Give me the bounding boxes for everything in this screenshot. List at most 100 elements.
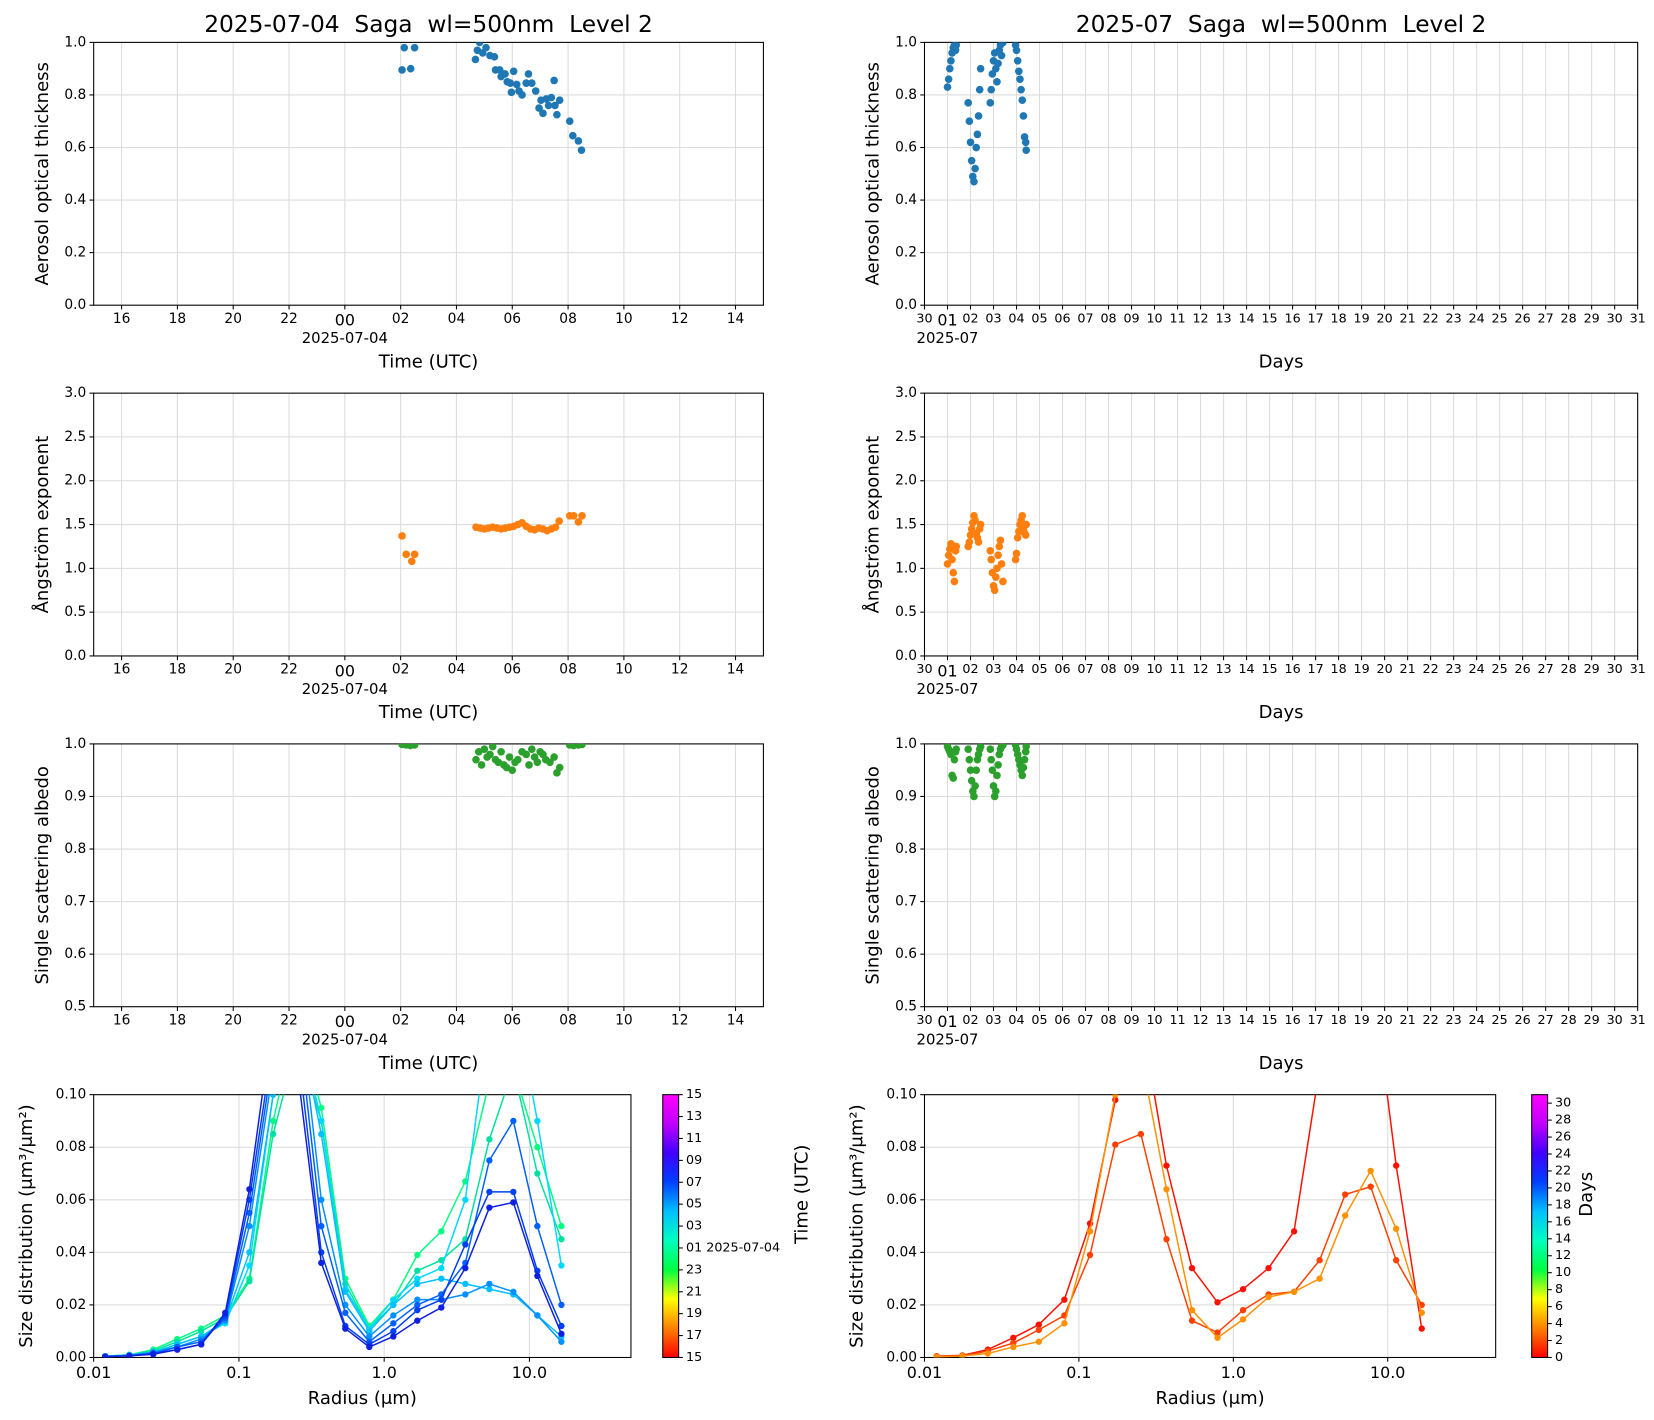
series-point (933, 1353, 940, 1358)
series-point (1418, 1309, 1425, 1316)
series-point (486, 1013, 492, 1019)
x-tick-label: 16 (113, 311, 131, 327)
y-tick-label: 0.6 (895, 946, 917, 962)
data-point (972, 143, 981, 152)
series-point (1188, 1264, 1196, 1272)
y-tick-label: 2.0 (895, 473, 917, 489)
x-tick-label: 04 (1008, 1012, 1024, 1027)
data-point (477, 761, 486, 769)
series-point (246, 1186, 253, 1193)
data-point (524, 70, 533, 78)
series-point (1035, 1338, 1042, 1345)
data-point (991, 573, 1000, 581)
x-tick-label: 12 (671, 1012, 689, 1028)
x-tick-label: 13 (1215, 661, 1231, 676)
series-point (558, 1301, 565, 1309)
data-point (509, 67, 518, 76)
y-axis-label: Aerosol optical thickness (863, 62, 884, 285)
x-tick-label: 14 (1238, 1012, 1254, 1027)
series-point (1392, 1225, 1400, 1232)
y-tick-label: 0.00 (886, 1349, 917, 1365)
y-tick-label: 0.06 (56, 1192, 87, 1208)
panel: 0.0 0.5 1.0 1.5 2.0 2.5 3.0 30 01 02 03 04 05 06 07 08 0… (862, 385, 1646, 723)
series-point (510, 1065, 516, 1071)
data-point (988, 766, 997, 775)
data-point (550, 76, 558, 85)
series-point (1086, 1228, 1094, 1235)
x-tick-label: 08 (1100, 310, 1116, 325)
series-point (1061, 1296, 1068, 1303)
data-point (987, 555, 996, 564)
data-point (546, 758, 554, 767)
x-tick-label: 01 (937, 1012, 957, 1031)
y-axis-label: Size distribution (μm³/μm²) (16, 1104, 37, 1347)
series-point (414, 1280, 421, 1288)
x-tick-label: 24 (1469, 661, 1485, 676)
x-tick-label: 13 (1215, 310, 1231, 325)
data-point (1012, 549, 1021, 558)
x-tick-label: 24 (1469, 1012, 1485, 1027)
series-point (1163, 1186, 1170, 1193)
x-tick-label: 04 (1008, 310, 1024, 325)
colorbar-tick-label: 17 (686, 1327, 702, 1342)
data-point (506, 79, 515, 87)
data-point (544, 101, 553, 110)
series-point (414, 1251, 421, 1259)
colorbar-tick-label: 4 (1555, 1315, 1563, 1330)
data-point (407, 557, 416, 566)
series-point (1188, 1317, 1196, 1324)
x-tick-label: 16 (113, 662, 131, 678)
series-point (318, 1104, 325, 1111)
data-point (964, 99, 973, 107)
x-tick-label: 04 (448, 311, 466, 327)
series-point (1010, 1343, 1017, 1351)
data-point (569, 511, 578, 520)
x-tick-label: 10.0 (512, 1363, 547, 1382)
y-tick-label: 0.10 (886, 1087, 917, 1103)
series-point (390, 1301, 397, 1309)
colorbar-tick-label: 23 (686, 1261, 702, 1276)
x-tick-label: 04 (448, 1012, 466, 1028)
data-point (550, 753, 558, 761)
data-point (997, 51, 1006, 60)
x-date-label: 2025-07 (917, 330, 979, 347)
data-point (1018, 771, 1027, 780)
series-point (462, 1264, 469, 1272)
y-tick-label: 0.04 (886, 1244, 917, 1260)
x-tick-label: 08 (559, 662, 577, 678)
x-tick-label: 02 (962, 310, 978, 325)
data-point (972, 766, 981, 775)
series-point (438, 1264, 445, 1272)
data-layer (398, 511, 586, 566)
series-point (414, 1301, 421, 1309)
series-point (198, 1328, 205, 1335)
series-point (1341, 1191, 1349, 1198)
data-point (1015, 67, 1023, 76)
series-point (342, 1309, 349, 1316)
y-tick-label: 1.5 (895, 517, 917, 533)
colorbar-tick-label: 15 (686, 1349, 702, 1364)
series-point (1035, 1321, 1042, 1328)
series-point (1290, 1288, 1298, 1295)
series-point (246, 1222, 253, 1230)
series-point (342, 1288, 349, 1295)
x-tick-label: 28 (1561, 310, 1577, 325)
x-tick-label: 22 (280, 1012, 298, 1028)
data-point (574, 137, 583, 145)
data-point (495, 66, 504, 74)
colorbar-tick-label: 8 (1555, 1281, 1563, 1296)
series-point (294, 1065, 300, 1071)
x-tick-label: 31 (1630, 1012, 1646, 1027)
data-point (945, 64, 954, 73)
x-tick-label: 22 (280, 311, 298, 327)
x-tick-label: 06 (1054, 661, 1070, 676)
data-layer (398, 42, 586, 154)
series-point (558, 1330, 565, 1338)
y-tick-label: 0.06 (886, 1192, 917, 1208)
x-tick-label: 16 (1284, 310, 1300, 325)
series-point (198, 1341, 205, 1348)
series-point (246, 1209, 253, 1217)
x-tick-label: 22 (1423, 661, 1439, 676)
x-tick-label: 06 (504, 662, 522, 678)
